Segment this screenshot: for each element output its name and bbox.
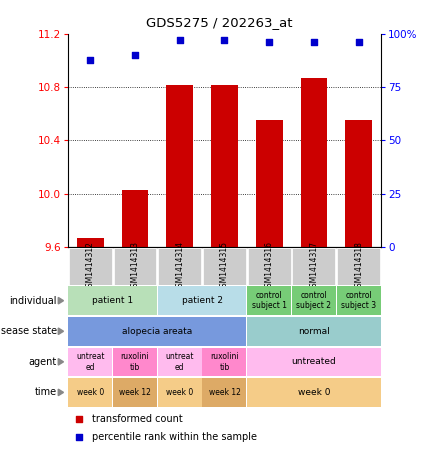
Text: normal: normal [298,327,330,336]
Point [76,434,83,441]
Bar [113,347,157,376]
Bar [68,347,112,376]
Bar [166,85,193,247]
Bar [69,248,112,284]
Bar [77,237,104,247]
Text: transformed count: transformed count [92,414,183,424]
Text: disease state: disease state [0,326,57,336]
Bar [247,347,381,376]
Text: GDS5275 / 202263_at: GDS5275 / 202263_at [146,16,292,29]
Bar [202,347,247,376]
Bar [292,286,336,315]
Text: agent: agent [29,357,57,367]
Text: week 12: week 12 [208,388,240,397]
Bar [68,317,247,346]
Bar [113,248,156,284]
Point [266,39,273,46]
Bar [247,378,381,407]
Text: alopecia areata: alopecia areata [122,327,192,336]
Text: time: time [35,387,57,397]
Point [311,39,318,46]
Bar [158,248,201,284]
Text: week 0: week 0 [77,388,104,397]
Text: patient 2: patient 2 [182,296,223,305]
Text: ruxolini
tib: ruxolini tib [210,352,239,371]
Text: GSM1414317: GSM1414317 [310,241,318,292]
Point [176,37,183,44]
Bar [113,378,157,407]
Text: patient 1: patient 1 [92,296,133,305]
Bar [158,378,202,407]
Bar [247,317,381,346]
Bar [158,347,202,376]
Text: untreat
ed: untreat ed [166,352,194,371]
Bar [158,286,247,315]
Text: individual: individual [10,296,57,306]
Bar [256,120,283,247]
Text: week 0: week 0 [166,388,193,397]
Text: GSM1414313: GSM1414313 [131,241,139,292]
Bar [337,286,381,315]
Text: GSM1414315: GSM1414315 [220,241,229,292]
Text: week 0: week 0 [298,388,330,397]
Point [131,52,138,59]
Bar [202,378,247,407]
Text: untreat
ed: untreat ed [76,352,105,371]
Text: GSM1414314: GSM1414314 [175,241,184,292]
Text: GSM1414316: GSM1414316 [265,241,274,292]
Bar [247,286,291,315]
Point [221,37,228,44]
Bar [248,248,291,284]
Text: week 12: week 12 [119,388,151,397]
Bar [300,78,327,247]
Point [76,415,83,423]
Text: percentile rank within the sample: percentile rank within the sample [92,432,258,442]
Text: ruxolini
tib: ruxolini tib [121,352,149,371]
Text: GSM1414318: GSM1414318 [354,241,363,292]
Text: control
subject 2: control subject 2 [297,291,332,310]
Point [87,56,94,63]
Bar [211,85,238,247]
Bar [203,248,246,284]
Text: GSM1414312: GSM1414312 [86,241,95,292]
Text: untreated: untreated [292,357,336,366]
Bar [122,190,148,247]
Text: control
subject 1: control subject 1 [252,291,287,310]
Bar [337,248,380,284]
Point [355,39,362,46]
Bar [345,120,372,247]
Bar [293,248,336,284]
Bar [68,378,112,407]
Bar [68,286,157,315]
Text: control
subject 3: control subject 3 [341,291,376,310]
